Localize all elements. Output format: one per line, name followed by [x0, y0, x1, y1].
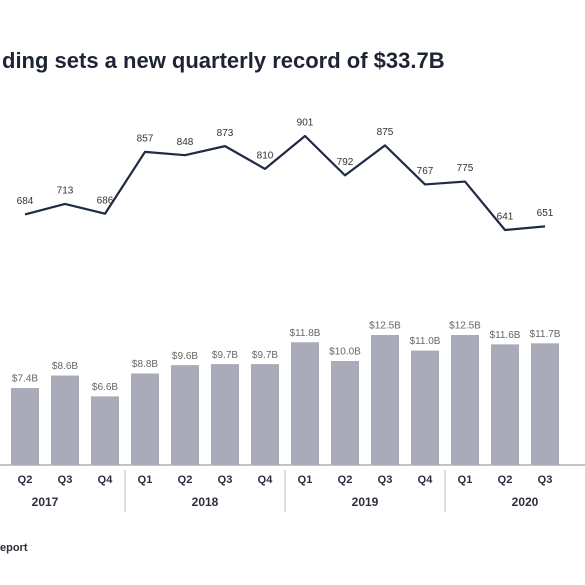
- bar-label: $9.6B: [172, 351, 198, 362]
- point-label: 873: [217, 128, 234, 139]
- bar-label: $11.8B: [290, 328, 321, 339]
- year-label: 2020: [512, 495, 539, 509]
- x-tick-label: Q2: [498, 474, 513, 486]
- bar-label: $12.5B: [369, 321, 401, 332]
- point-label: 792: [337, 157, 354, 168]
- point-label: 901: [297, 118, 314, 129]
- bar: [491, 344, 519, 465]
- point-label: 775: [457, 163, 474, 174]
- year-label: 2017: [32, 495, 59, 509]
- point-label: 875: [377, 127, 394, 138]
- point-label: 857: [137, 134, 154, 145]
- x-tick-label: Q4: [418, 474, 434, 486]
- point-label: 651: [537, 208, 554, 219]
- bar-label: $12.5B: [449, 321, 481, 332]
- bar-label: $7.4B: [12, 374, 38, 385]
- source: eport: [0, 542, 28, 554]
- year-label: 2019: [352, 495, 379, 509]
- bar: [51, 375, 79, 465]
- x-tick-label: Q1: [458, 474, 473, 486]
- bar: [211, 364, 239, 465]
- point-label: 713: [57, 186, 74, 197]
- bar: [11, 388, 39, 465]
- bar-label: $9.7B: [252, 350, 278, 361]
- year-label: 2018: [192, 495, 219, 509]
- point-label: 848: [177, 137, 194, 148]
- x-tick-label: Q2: [178, 474, 193, 486]
- chart-title: ding sets a new quarterly record of $33.…: [2, 48, 445, 73]
- bar: [131, 373, 159, 465]
- x-tick-label: Q4: [258, 474, 274, 486]
- point-label: 684: [17, 196, 34, 207]
- bar-label: $11.6B: [490, 330, 521, 341]
- bar-label: $6.6B: [92, 382, 118, 393]
- line: [24, 134, 546, 232]
- point-label: 767: [417, 166, 434, 177]
- bar-label: $11.0B: [410, 336, 441, 347]
- x-tick-label: Q1: [298, 474, 313, 486]
- bar: [171, 365, 199, 465]
- bar: [91, 396, 119, 465]
- bar: [531, 343, 559, 465]
- bar-label: $11.7B: [530, 329, 561, 340]
- bar-label: $10.0B: [329, 347, 361, 358]
- bar: [251, 364, 279, 465]
- x-tick-label: Q4: [98, 474, 114, 486]
- bar: [371, 335, 399, 465]
- x-tick-label: Q3: [218, 474, 233, 486]
- bar-label: $9.7B: [212, 350, 238, 361]
- bar: [451, 335, 479, 465]
- point-label: 641: [497, 212, 514, 223]
- bar-label: $8.8B: [132, 359, 158, 370]
- point-label: 686: [97, 195, 114, 206]
- bar: [331, 361, 359, 465]
- bar: [411, 350, 439, 465]
- x-tick-label: Q1: [138, 474, 153, 486]
- x-tick-label: Q3: [538, 474, 553, 486]
- bar: [291, 342, 319, 465]
- x-tick-label: Q2: [338, 474, 353, 486]
- point-label: 810: [257, 151, 274, 162]
- x-tick-label: Q3: [378, 474, 393, 486]
- bar-label: $8.6B: [52, 361, 78, 372]
- x-tick-label: Q2: [18, 474, 33, 486]
- x-tick-label: Q3: [58, 474, 73, 486]
